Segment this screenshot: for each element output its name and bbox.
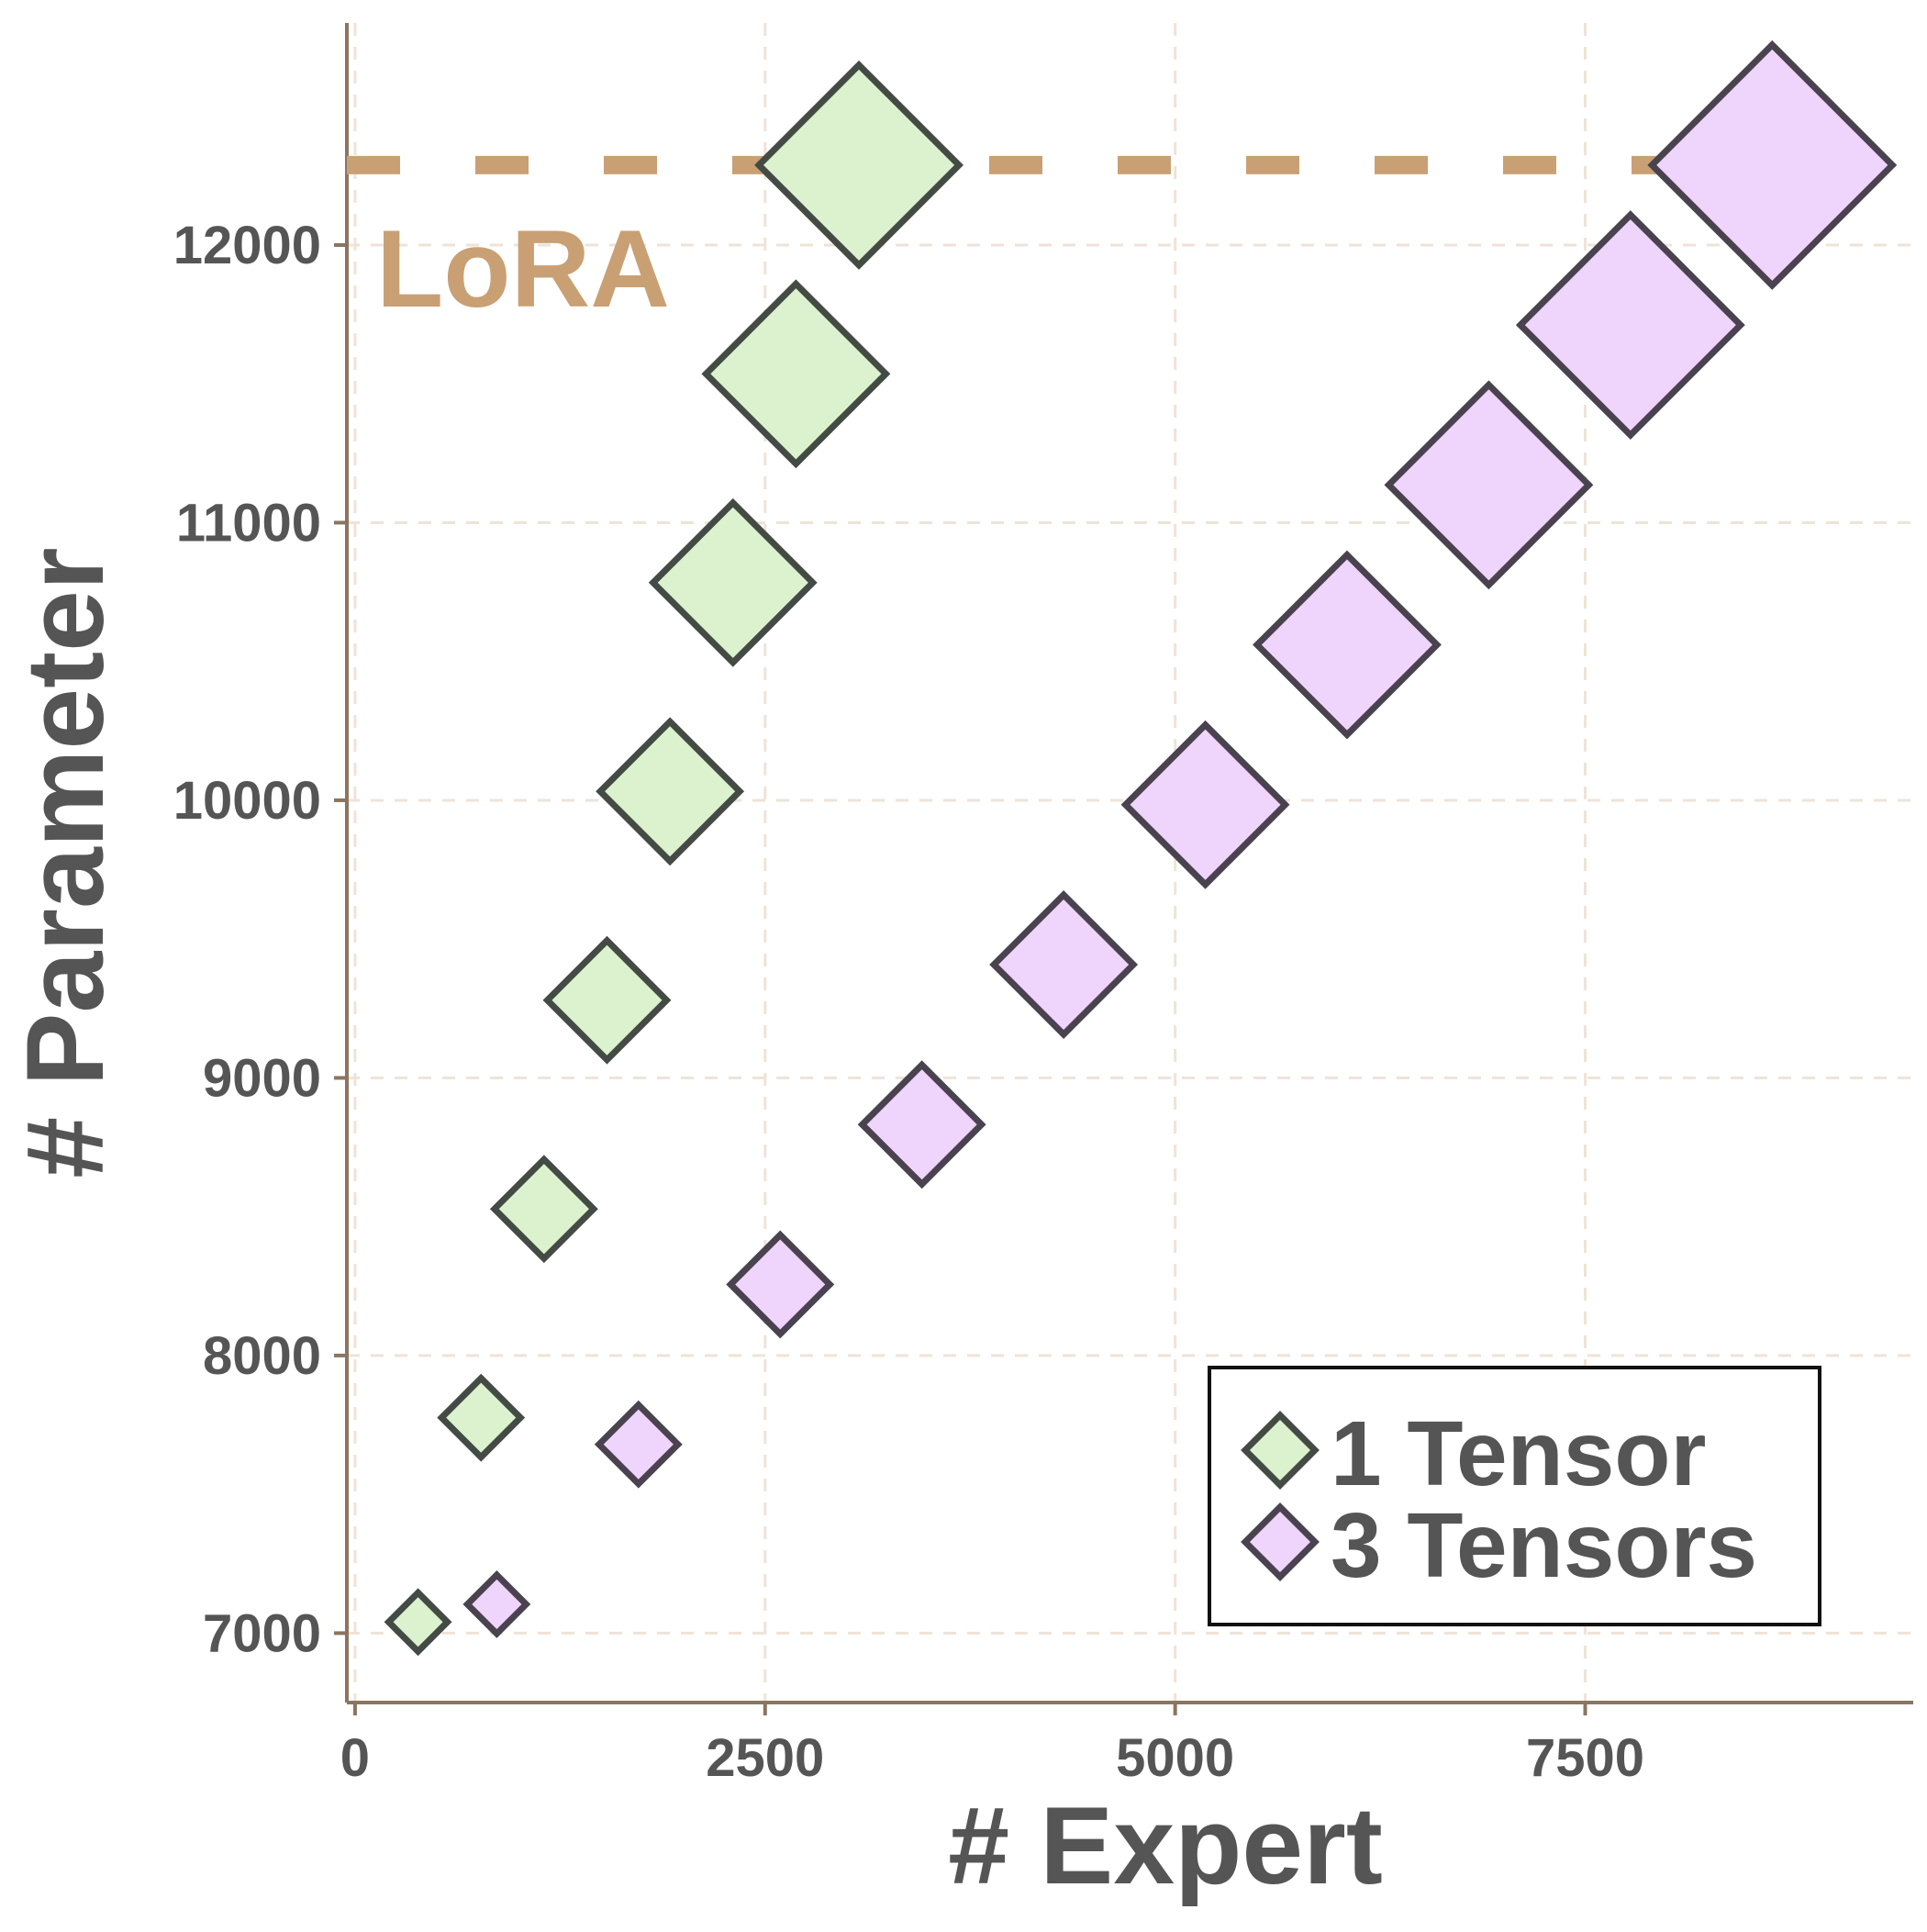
x-tick-label: 0 [340, 1728, 370, 1788]
data-point-diamond [1253, 550, 1442, 740]
legend-marker [1241, 1502, 1320, 1581]
y-tick-label: 12000 [173, 216, 321, 275]
x-axis-title: # Expert [948, 1784, 1383, 1907]
data-point-diamond [701, 279, 891, 469]
y-axis-title: # Parameter [4, 547, 127, 1178]
data-point-diamond [437, 1373, 526, 1462]
x-tick-label: 2500 [706, 1728, 824, 1788]
data-point-diamond [1384, 380, 1594, 590]
data-point-diamond [489, 1155, 598, 1264]
y-tick-label: 11000 [176, 493, 321, 553]
legend-marker [1241, 1411, 1320, 1490]
y-tick-label: 10000 [173, 771, 321, 831]
legend-label: 1 Tensor [1331, 1402, 1706, 1505]
data-point-diamond [462, 1569, 531, 1638]
legend-box [1208, 1366, 1821, 1626]
data-point-diamond [1647, 39, 1898, 290]
data-point-diamond [857, 1060, 986, 1189]
data-point-diamond [1515, 210, 1745, 441]
series-0 [384, 60, 964, 1657]
grid-lines [347, 23, 1913, 1703]
data-point-diamond [754, 60, 964, 270]
lora-label: LoRA [376, 207, 670, 330]
data-point-diamond [1120, 720, 1290, 889]
data-point-diamond [596, 717, 745, 866]
data-point-diamond [648, 497, 818, 667]
y-tick-label: 8000 [203, 1326, 321, 1386]
data-point-diamond [726, 1230, 835, 1339]
x-tick-label: 5000 [1116, 1728, 1234, 1788]
x-tick-label: 7500 [1526, 1728, 1644, 1788]
axes [334, 23, 1913, 1715]
legend-label: 3 Tensors [1331, 1494, 1757, 1597]
y-tick-label: 7000 [203, 1603, 321, 1663]
data-points [384, 39, 1898, 1657]
tick-labels: 0 2500 5000 7500 7000 8000 9000 10000 11000 12000 [173, 216, 1644, 1788]
data-point-diamond [542, 935, 672, 1065]
y-tick-label: 9000 [203, 1048, 321, 1108]
data-point-diamond [594, 1400, 683, 1489]
data-point-diamond [384, 1588, 452, 1657]
data-point-diamond [989, 890, 1139, 1039]
series-1 [462, 39, 1898, 1638]
